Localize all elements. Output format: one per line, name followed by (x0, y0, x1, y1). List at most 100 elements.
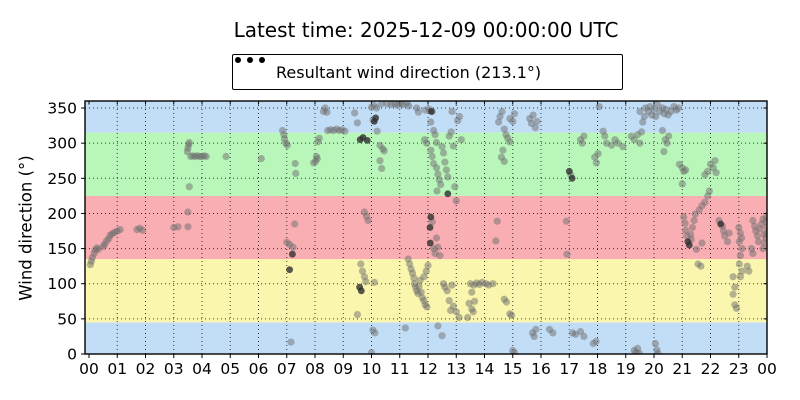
scatter-point (426, 239, 434, 247)
scatter-point (549, 329, 557, 337)
x-tick-label: 11 (390, 360, 410, 378)
scatter-point (619, 143, 627, 151)
scatter-point (423, 139, 431, 147)
scatter-point (353, 311, 361, 319)
scatter-point (434, 322, 442, 330)
x-tick-label: 04 (192, 360, 212, 378)
scatter-point (685, 241, 693, 249)
scatter-point (468, 288, 476, 296)
scatter-point (370, 278, 378, 286)
scatter-point (417, 288, 425, 296)
scatter-point (449, 142, 457, 150)
scatter-point (736, 273, 745, 281)
y-tick-label: 100 (47, 275, 77, 293)
scatter-point (289, 243, 297, 251)
scatter-point (690, 216, 698, 225)
y-tick-label: 300 (47, 135, 77, 153)
scatter-point (735, 223, 743, 232)
scatter-point (291, 220, 299, 228)
scatter-point (639, 118, 647, 126)
scatter-point (401, 324, 409, 332)
scatter-point (532, 325, 540, 333)
scatter-point (601, 132, 609, 140)
scatter-point (723, 238, 732, 246)
x-tick-label: 06 (249, 360, 269, 378)
scatter-point (443, 287, 451, 295)
x-tick-label: 00 (757, 360, 777, 378)
scatter-point (438, 143, 446, 151)
scatter-point (762, 213, 767, 221)
scatter-point (568, 174, 576, 182)
x-tick-label: 05 (220, 360, 240, 378)
scatter-point (367, 349, 376, 354)
scatter-point (427, 118, 435, 126)
scatter-point (376, 157, 384, 165)
scatter-point (444, 190, 452, 198)
scatter-point (614, 139, 622, 147)
scatter-point (432, 234, 441, 242)
x-tick-label: 03 (164, 360, 184, 378)
x-tick-label: 20 (644, 360, 664, 378)
scatter-point (415, 282, 423, 291)
scatter-point (427, 213, 435, 221)
scatter-point (749, 216, 757, 225)
scatter-point (717, 220, 725, 228)
scatter-point (562, 217, 571, 225)
scatter-point (651, 339, 660, 348)
scatter-point (738, 267, 746, 275)
scatter-point (729, 273, 737, 281)
scatter-point (184, 208, 192, 216)
x-tick-label: 17 (559, 360, 579, 378)
scatter-point (185, 183, 193, 191)
scatter-point (222, 152, 230, 161)
scatter-point (749, 249, 757, 258)
page-title: Latest time: 2025-12-09 00:00:00 UTC (233, 18, 619, 42)
scatter-point (500, 125, 508, 133)
scatter-point (636, 107, 644, 116)
scatter-point (452, 308, 460, 316)
scatter-point (663, 139, 671, 147)
scatter-point (380, 147, 388, 155)
scatter-point (578, 139, 586, 147)
scatter-point (531, 124, 540, 132)
scatter-point (471, 297, 479, 305)
scatter-point (358, 267, 367, 275)
scatter-point (202, 152, 210, 161)
scatter-point (753, 232, 762, 240)
scatter-point (184, 223, 192, 231)
scatter-point (608, 141, 616, 149)
scatter-point (452, 197, 460, 205)
scatter-point (580, 332, 588, 340)
scatter-point (635, 349, 643, 354)
scatter-point (654, 349, 662, 354)
x-tick-label: 08 (305, 360, 325, 378)
scatter-point (640, 112, 649, 121)
scatter-point (444, 173, 452, 181)
scatter-point (636, 139, 644, 147)
y-tick-label: 250 (47, 170, 77, 188)
x-tick-label: 13 (446, 360, 466, 378)
scatter-point (116, 226, 124, 234)
scatter-point (370, 118, 378, 125)
scatter-point (432, 138, 441, 147)
x-tick-label: 00 (79, 360, 99, 378)
scatter-point (492, 237, 500, 245)
scatter-point (287, 338, 295, 346)
scatter-point (697, 262, 705, 270)
scatter-point (754, 238, 763, 246)
scatter-point (594, 150, 602, 158)
scatter-point (665, 132, 673, 140)
scatter-points (86, 101, 767, 354)
scatter-point (652, 112, 660, 121)
scatter-point (362, 278, 370, 286)
scatter-point (437, 181, 445, 189)
scatter-point (489, 280, 497, 288)
x-tick-label: 15 (503, 360, 523, 378)
plot-border (84, 100, 768, 355)
scatter-point (432, 164, 441, 172)
scatter-point (433, 187, 441, 195)
x-tick-label: 19 (616, 360, 636, 378)
x-tick-label: 09 (333, 360, 353, 378)
scatter-point (431, 131, 439, 139)
